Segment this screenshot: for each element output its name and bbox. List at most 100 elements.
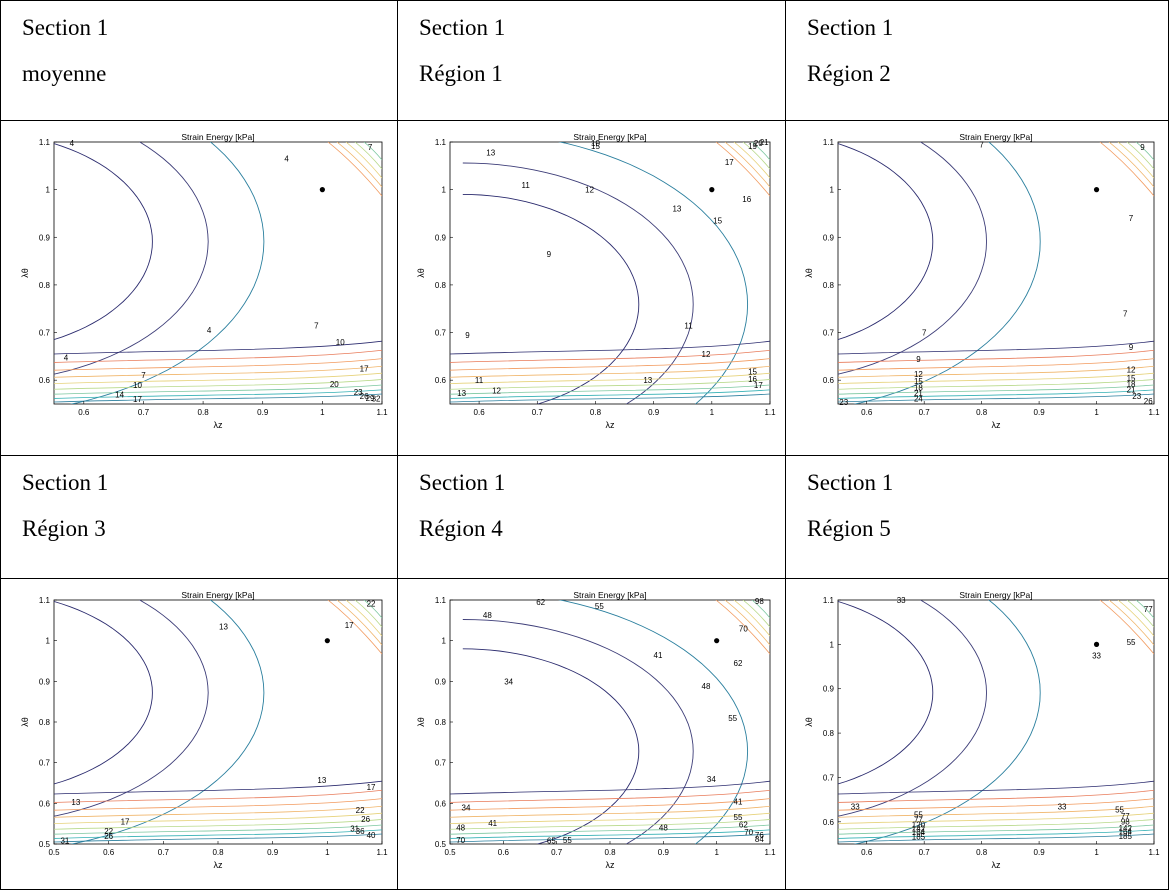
contour-line [54, 384, 382, 395]
contour-label: 16 [748, 375, 757, 384]
contour-line [54, 358, 382, 371]
contour-line [838, 789, 1154, 803]
contour-label: 7 [1123, 309, 1128, 318]
contour-line [54, 833, 382, 843]
y-tick-label: 1 [442, 637, 447, 646]
contour-line [751, 142, 770, 161]
contour-label: 19 [748, 142, 757, 151]
chart-title: Strain Energy [kPa] [959, 590, 1032, 600]
contour-label: 14 [115, 390, 124, 399]
contour-label: 185 [1119, 832, 1133, 841]
contour-label: 55 [1127, 638, 1136, 647]
contour-label: 7 [141, 371, 146, 380]
contour-line [450, 349, 770, 363]
y-tick-label: 0.9 [823, 233, 835, 242]
contour-label: 10 [336, 338, 345, 347]
contour-line [363, 142, 382, 161]
contour-line [462, 619, 694, 844]
contour-label: 20 [330, 380, 339, 389]
y-tick-label: 0.8 [823, 281, 835, 290]
contour-label: 23 [839, 398, 848, 407]
x-tick-label: 0.8 [212, 848, 224, 857]
contour-label: 142 [912, 824, 926, 833]
contour-label: 62 [536, 598, 545, 607]
x-tick-label: 0.6 [861, 408, 873, 417]
contour-label: 17 [754, 381, 763, 390]
contour-label: 62 [734, 659, 743, 668]
plot-area [837, 599, 1155, 845]
x-tick-label: 0.7 [532, 408, 544, 417]
contour-chart: Strain Energy [kPa]62 5548413448627055344… [416, 590, 776, 870]
contour-line [54, 789, 382, 803]
contour-label: 10 [591, 139, 600, 148]
contour-label: 12 [585, 186, 594, 195]
contour-label: 11 [521, 181, 530, 190]
contour-label: 15 [1127, 374, 1136, 383]
y-axis-label: λθ [804, 717, 814, 727]
contour-label: 40 [367, 831, 376, 840]
x-tick-label: 0.9 [257, 408, 269, 417]
contour-line [54, 142, 209, 375]
plot-area [449, 141, 771, 405]
x-tick-label: 1.1 [376, 848, 388, 857]
contour-line [1108, 600, 1154, 646]
contour-label: 11 [475, 376, 484, 385]
contour-line [450, 379, 770, 390]
contour-line [54, 349, 382, 363]
contour-label: 4 [64, 353, 69, 362]
contour-line [1135, 142, 1154, 161]
chart-title: Strain Energy [kPa] [573, 590, 646, 600]
contour-line [1099, 142, 1154, 197]
plot-area [53, 141, 383, 405]
contour-label: 22 [356, 806, 365, 815]
contour-label: 34 [462, 803, 471, 812]
contour-chart: Strain Energy [kPa]447447710101714172023… [20, 132, 388, 430]
x-tick-label: 1.1 [764, 848, 776, 857]
contour-line [838, 349, 1154, 363]
contour-line [724, 600, 770, 646]
contour-line [54, 812, 382, 824]
chart-title: Strain Energy [kPa] [181, 590, 254, 600]
contour-label: 17 [121, 818, 130, 827]
y-tick-label: 0.8 [823, 729, 835, 738]
contour-line [838, 780, 1154, 795]
contour-line [336, 600, 382, 646]
contour-label: 34 [707, 775, 716, 784]
x-tick-label: 0.7 [138, 408, 150, 417]
y-tick-label: 0.6 [39, 376, 51, 385]
x-tick-label: 0.6 [78, 408, 90, 417]
contour-label: 33 [897, 596, 906, 605]
y-tick-label: 0.6 [435, 376, 447, 385]
contour-line [558, 600, 749, 844]
y-tick-label: 1 [830, 186, 835, 195]
region-label: Région 5 [807, 516, 891, 541]
contour-chart: Strain Energy [kPa]131015111217192021161… [416, 132, 776, 430]
contour-label: 13 [643, 376, 652, 385]
contour-label: 13 [219, 622, 228, 631]
x-tick-label: 1 [1094, 848, 1099, 857]
table-header-cell: Section 1 Région 5 [785, 455, 1169, 578]
contour-label: 55 [914, 810, 923, 819]
contour-line [838, 833, 1154, 843]
contour-line [838, 824, 1154, 835]
contour-label: 13 [486, 148, 495, 157]
contour-label: 55 [595, 602, 604, 611]
contour-line [1117, 142, 1154, 179]
contour-label: 142 [1119, 824, 1133, 833]
contour-label: 13 [71, 798, 80, 807]
contour-line [450, 833, 770, 843]
contour-label: 55 [728, 714, 737, 723]
chart-title: Strain Energy [kPa] [959, 132, 1032, 142]
contour-label: 15 [914, 377, 923, 386]
contour-line [450, 819, 770, 830]
contour-line [450, 358, 770, 371]
contour-line [54, 393, 382, 403]
x-tick-label: 1 [714, 848, 719, 857]
contour-line [742, 142, 770, 170]
contour-line [450, 340, 770, 355]
contour-label: 17 [133, 395, 142, 404]
y-tick-label: 0.8 [435, 281, 447, 290]
contour-label: 7 [1129, 214, 1134, 223]
contour-line [838, 819, 1154, 830]
